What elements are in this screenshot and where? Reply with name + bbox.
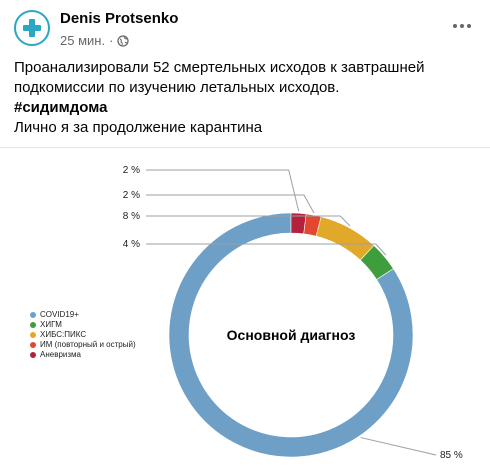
data-label-covid19: 85 % xyxy=(440,450,463,461)
legend-label: ХИГМ xyxy=(40,320,62,329)
donut-chart[interactable]: 85 % 4 % 8 % 2 % 2 % Основной диагноз COVID19… xyxy=(0,148,490,472)
legend-swatch xyxy=(30,312,36,318)
leader-line-covid19 xyxy=(360,437,437,456)
slice-covid19[interactable] xyxy=(168,212,414,458)
post-text-line: подкомиссии по изучению летальных исходо… xyxy=(14,79,340,96)
leader-line-хибс-пикс xyxy=(146,215,351,227)
chart-svg: 85 % 4 % 8 % 2 % 2 % Основной диагноз xyxy=(123,165,463,461)
data-label-аневризма: 2 % xyxy=(123,165,140,176)
legend-item-им-повторный-и-острый[interactable]: ИМ (повторный и острый) xyxy=(30,340,136,350)
more-dot xyxy=(467,24,471,28)
post-header: Denis Protsenko 25 мин. · xyxy=(0,0,490,52)
legend-swatch xyxy=(30,332,36,338)
post-text-line: Проанализировали 52 смертельных исходов … xyxy=(14,59,425,76)
globe-icon[interactable] xyxy=(117,34,130,47)
chart-title: Основной диагноз xyxy=(227,327,356,343)
post-text: Проанализировали 52 смертельных исходов … xyxy=(14,58,476,138)
legend-item-хигм[interactable]: ХИГМ xyxy=(30,320,136,330)
legend-label: COVID19+ xyxy=(40,310,79,319)
legend-swatch xyxy=(30,342,36,348)
more-dot xyxy=(460,24,464,28)
data-label-хигм: 4 % xyxy=(123,239,140,250)
legend-item-хибс-пикс[interactable]: ХИБС:ПИКС xyxy=(30,330,136,340)
data-label-хибс-пикс: 8 % xyxy=(123,211,140,222)
slice-аневризма[interactable] xyxy=(290,212,307,235)
meta-separator: · xyxy=(109,33,114,48)
legend-label: ХИБС:ПИКС xyxy=(40,330,87,339)
hashtag-link[interactable]: #сидимдома xyxy=(14,99,108,116)
legend-label: ИМ (повторный и острый) xyxy=(40,340,136,349)
legend-label: Аневризма xyxy=(40,350,81,359)
slice-хибс-пикс[interactable] xyxy=(315,216,375,261)
post-timestamp[interactable]: 25 мин. xyxy=(60,33,106,48)
data-label-им-повторный-и-острый: 2 % xyxy=(123,190,140,201)
chart-legend: COVID19+ ХИГМ ХИБС:ПИКС ИМ (повторный и ост… xyxy=(30,310,136,360)
legend-swatch xyxy=(30,352,36,358)
leader-line-им-повторный-и-острый xyxy=(146,194,315,214)
legend-item-аневризма[interactable]: Аневризма xyxy=(30,350,136,360)
legend-swatch xyxy=(30,322,36,328)
author-name[interactable]: Denis Protsenko xyxy=(60,10,179,27)
medical-cross-icon xyxy=(23,19,41,37)
legend-item-covid19[interactable]: COVID19+ xyxy=(30,310,136,320)
post-meta: 25 мин. · xyxy=(60,33,130,48)
more-dot xyxy=(453,24,457,28)
more-options-button[interactable] xyxy=(448,12,476,40)
avatar[interactable] xyxy=(14,10,50,46)
leader-line-хигм xyxy=(146,243,387,256)
divider xyxy=(0,147,490,148)
leader-line-аневризма xyxy=(146,169,300,212)
post-text-line: Лично я за продолжение карантина xyxy=(14,119,263,136)
